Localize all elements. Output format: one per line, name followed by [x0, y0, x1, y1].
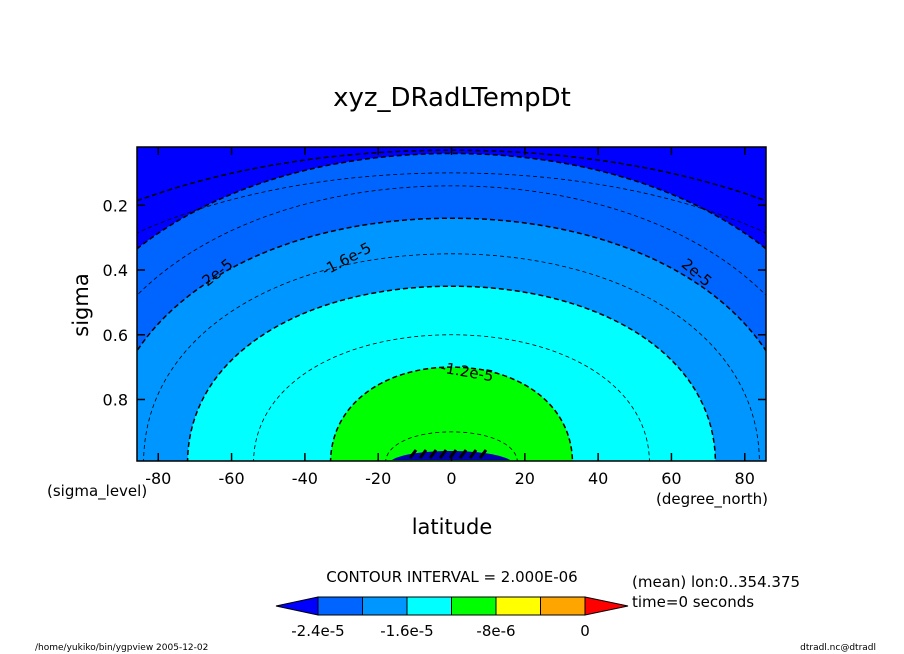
y-tick-label: 0.8	[103, 390, 128, 409]
colorbar-cell	[406, 596, 452, 616]
contour-line	[186, 285, 717, 461]
colorbar-label: -2.4e-5	[291, 622, 344, 640]
x-unit-label: (degree_north)	[656, 490, 768, 509]
footer-right: dtradl.nc@dtradl	[800, 643, 876, 653]
x-axis-title: latitude	[412, 515, 493, 539]
contour-band	[330, 367, 573, 461]
contour-line-minor	[253, 334, 650, 461]
contour-line-minor	[137, 172, 766, 234]
x-tick-label: -40	[292, 469, 318, 488]
x-tick-label: 0	[446, 469, 456, 488]
colorbar-label: 0	[580, 622, 590, 640]
footer-left: /home/yukiko/bin/ygpview 2005-12-02	[35, 643, 208, 653]
x-tick-label: 20	[515, 469, 535, 488]
y-tick-label: 0.2	[103, 196, 128, 215]
colorbar-label: -1.6e-5	[380, 622, 433, 640]
contour-line-minor	[143, 253, 760, 461]
plot-area: 2e-5 -1.6e-5-1.2e-52e-5	[137, 147, 766, 461]
contour-interval-text: CONTOUR INTERVAL = 2.000E-06	[326, 568, 577, 586]
y-tick-label: 0.6	[103, 326, 128, 345]
contour-bands	[137, 150, 766, 461]
x-tick-label: 40	[588, 469, 608, 488]
info-line-1: (mean) lon:0..354.375	[632, 573, 800, 591]
x-axis: -80 -60 -40 -20 0 20 40 60 80	[145, 147, 755, 488]
colorbar-cell	[540, 596, 586, 616]
colorbar-cell	[317, 596, 363, 616]
x-tick-label: 60	[661, 469, 681, 488]
contour-line-minor	[385, 431, 518, 461]
contour-line	[137, 217, 766, 353]
colorbar-arrow-low	[275, 596, 319, 616]
colorbar-cell	[451, 596, 497, 616]
info-line-2: time=0 seconds	[632, 593, 754, 611]
colorbar: -2.4e-5 -1.6e-5 -8e-6 0	[275, 596, 629, 640]
y-unit-label: (sigma_level)	[47, 482, 147, 501]
colorbar-cell	[362, 596, 408, 616]
colorbar-arrow-high	[584, 596, 629, 616]
y-tick-label: 0.4	[103, 261, 128, 280]
contour-line-minor	[137, 185, 766, 297]
contour-line	[329, 366, 574, 461]
x-tick-label: 80	[735, 469, 755, 488]
colorbar-label: -8e-6	[476, 622, 515, 640]
y-axis: 0.2 0.4 0.6 0.8	[103, 196, 766, 409]
colorbar-cell	[495, 596, 541, 616]
x-tick-label: -80	[145, 469, 171, 488]
chart-title: xyz_DRadLTempDt	[333, 83, 571, 113]
x-tick-label: -20	[365, 469, 391, 488]
y-axis-title: sigma	[69, 273, 93, 336]
x-tick-label: -60	[218, 469, 244, 488]
